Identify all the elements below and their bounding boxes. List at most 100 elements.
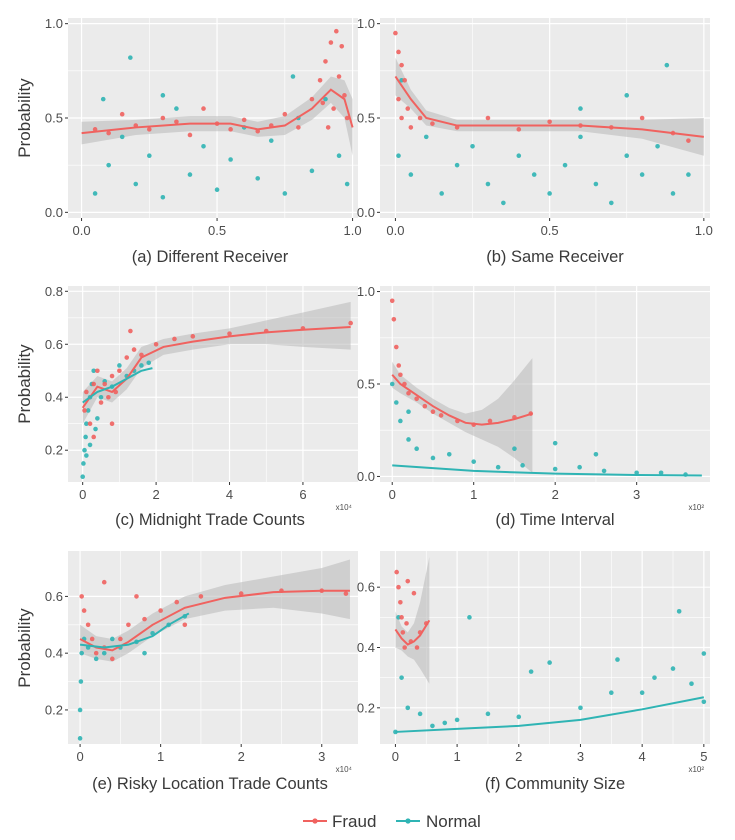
- point-fraud: [91, 381, 96, 387]
- point-normal: [309, 168, 315, 174]
- legend: Fraud Normal: [303, 812, 481, 831]
- y-tick-label: 1.0: [357, 16, 375, 31]
- point-normal: [142, 650, 147, 656]
- point-normal: [201, 144, 206, 149]
- y-tick-label: 0.5: [45, 111, 63, 126]
- point-normal: [93, 656, 99, 662]
- legend-fraud-label: Fraud: [332, 812, 376, 831]
- point-normal: [701, 699, 707, 705]
- point-fraud: [153, 341, 159, 347]
- point-normal: [634, 470, 639, 476]
- point-fraud: [336, 74, 342, 79]
- point-normal: [85, 408, 91, 413]
- point-normal: [578, 106, 583, 111]
- point-fraud: [95, 368, 100, 374]
- point-normal: [531, 172, 537, 177]
- point-normal: [639, 690, 645, 696]
- point-fraud: [411, 590, 417, 596]
- point-normal: [624, 93, 630, 98]
- point-normal: [268, 138, 274, 143]
- point-normal: [446, 451, 452, 457]
- point-fraud: [198, 594, 204, 599]
- point-fraud: [399, 615, 404, 620]
- point-fraud: [91, 434, 96, 440]
- point-fraud: [331, 106, 336, 111]
- point-normal: [81, 461, 86, 466]
- point-normal: [658, 470, 664, 476]
- point-fraud: [282, 111, 288, 117]
- point-normal: [282, 191, 288, 196]
- point-fraud: [160, 115, 166, 121]
- point-normal: [106, 162, 111, 168]
- point-normal: [133, 181, 139, 187]
- point-fraud: [106, 130, 111, 136]
- point-normal: [442, 720, 448, 726]
- point-fraud: [438, 413, 444, 418]
- x-tick-label: 3: [633, 487, 640, 502]
- panel-caption: (d) Time Interval: [495, 511, 614, 529]
- point-fraud: [106, 394, 111, 400]
- point-normal: [117, 363, 122, 368]
- point-normal: [485, 711, 491, 717]
- point-normal: [336, 153, 342, 159]
- point-normal: [228, 157, 233, 162]
- point-normal: [323, 96, 328, 102]
- point-fraud: [101, 579, 107, 585]
- point-fraud: [190, 334, 196, 339]
- point-normal: [495, 464, 501, 470]
- y-tick-label: 0.6: [45, 337, 63, 352]
- point-normal: [396, 153, 401, 159]
- x-tick-label: 1.0: [344, 223, 362, 238]
- point-normal: [255, 176, 261, 181]
- point-fraud: [82, 408, 87, 413]
- point-fraud: [417, 115, 423, 121]
- confidence-band-fraud: [82, 301, 351, 424]
- point-normal: [393, 400, 399, 405]
- point-normal: [160, 194, 166, 200]
- panel-caption: (b) Same Receiver: [486, 248, 624, 266]
- point-fraud: [296, 125, 301, 130]
- point-normal: [128, 55, 133, 60]
- point-fraud: [238, 591, 244, 596]
- point-fraud: [408, 125, 414, 130]
- point-normal: [609, 690, 614, 696]
- point-normal: [83, 434, 88, 440]
- point-normal: [562, 162, 568, 168]
- point-fraud: [317, 77, 323, 83]
- point-normal: [516, 714, 522, 720]
- point-fraud: [404, 621, 409, 626]
- point-normal: [430, 455, 436, 461]
- point-normal: [389, 381, 395, 387]
- x-tick-label: 4: [226, 487, 233, 502]
- point-normal: [82, 447, 87, 453]
- confidence-band-fraud: [81, 76, 353, 156]
- x-tick-label: 0: [392, 749, 399, 764]
- y-tick-label: 0.2: [357, 700, 375, 715]
- y-tick-label: 0.4: [45, 390, 63, 405]
- point-normal: [578, 705, 583, 711]
- panel-2: 0.0 0.5 1.0 0.0 0.5 1.0 (b) Same Receiver: [357, 16, 713, 266]
- point-fraud: [79, 594, 84, 599]
- point-fraud: [119, 111, 125, 117]
- point-fraud: [398, 372, 403, 378]
- x-tick-label: 1: [470, 487, 477, 502]
- point-fraud: [241, 117, 247, 123]
- point-fraud: [430, 121, 435, 126]
- point-normal: [552, 466, 558, 472]
- x-tick-label: 0.5: [208, 223, 226, 238]
- point-normal: [77, 736, 83, 741]
- point-fraud: [344, 115, 350, 121]
- point-normal: [406, 437, 411, 442]
- y-tick-label: 1.0: [357, 284, 375, 299]
- y-axis-label: Probability: [15, 608, 34, 688]
- x-tick-label: 1: [157, 749, 164, 764]
- point-fraud: [396, 96, 401, 102]
- x-tick-label: 0.5: [541, 223, 559, 238]
- x-tick-label: 0.0: [73, 223, 91, 238]
- point-normal: [92, 191, 98, 196]
- point-fraud: [405, 578, 411, 584]
- point-normal: [454, 162, 460, 168]
- panel-caption: (a) Different Receiver: [132, 248, 289, 266]
- confidence-band-fraud: [395, 57, 704, 156]
- panel-caption: (c) Midnight Trade Counts: [115, 511, 305, 529]
